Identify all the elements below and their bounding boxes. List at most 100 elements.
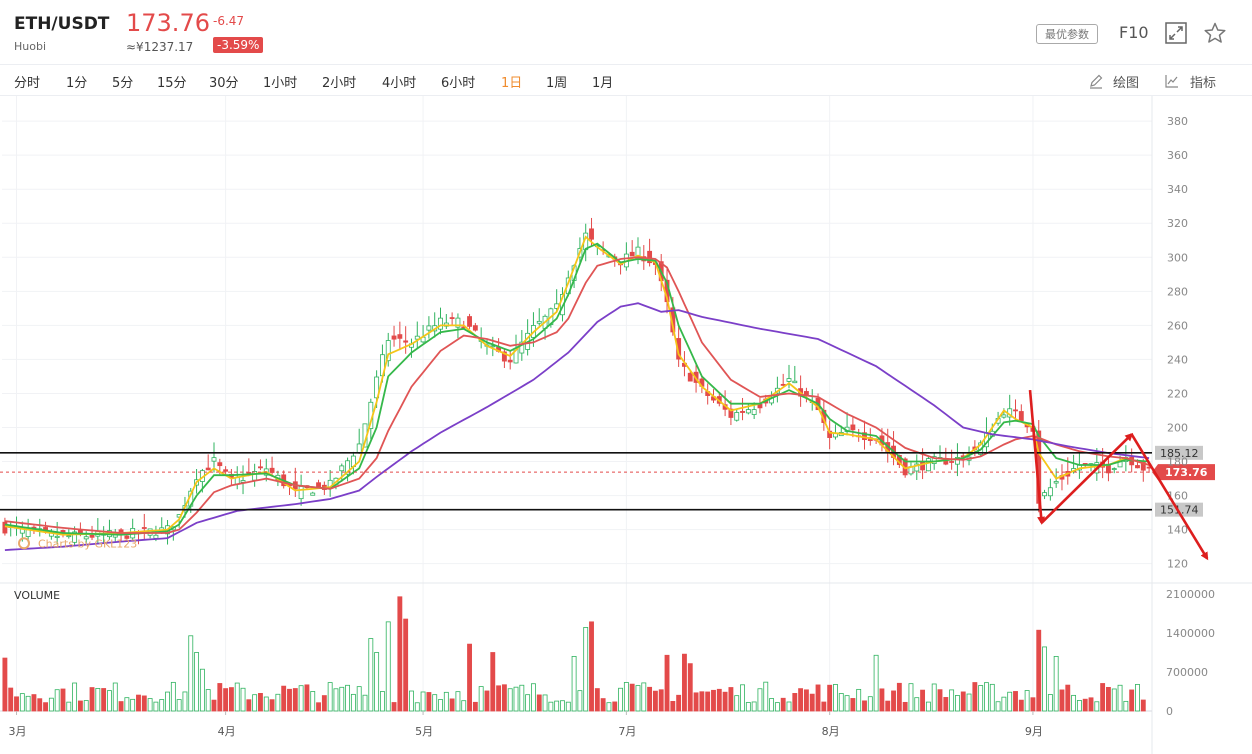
- volume-bar: [1018, 699, 1024, 712]
- period-1hour[interactable]: 1小时: [263, 76, 298, 91]
- volume-bar: [362, 694, 368, 712]
- y-tick-label: 140: [1167, 524, 1188, 537]
- indicator-icon[interactable]: [1164, 73, 1180, 89]
- volume-bar: [339, 686, 345, 712]
- volume-bar: [925, 701, 931, 712]
- candle-body: [1042, 492, 1047, 497]
- candle-body: [258, 466, 263, 469]
- y-tick-label: 360: [1167, 149, 1188, 162]
- volume-bar: [693, 692, 699, 712]
- period-2hour[interactable]: 2小时: [322, 76, 357, 91]
- pencil-icon[interactable]: [1088, 73, 1104, 89]
- volume-bar: [513, 686, 519, 712]
- volume-bar: [199, 668, 205, 712]
- volume-bar: [606, 702, 612, 712]
- candle-body: [211, 457, 217, 462]
- period-1min[interactable]: 1分: [66, 76, 88, 91]
- level-label-bg: [1155, 502, 1203, 517]
- candle-body: [740, 410, 745, 413]
- candle-body: [141, 527, 147, 529]
- volume-bar: [304, 684, 310, 712]
- volume-bar: [310, 691, 316, 712]
- volume-bar: [31, 694, 37, 712]
- period-6hour[interactable]: 6小时: [441, 76, 476, 91]
- volume-bar: [188, 635, 194, 712]
- volume-bar: [182, 691, 188, 712]
- volume-bar: [37, 698, 43, 712]
- volume-bar: [629, 683, 635, 712]
- volume-bar: [48, 697, 54, 712]
- candle-body: [850, 424, 856, 431]
- optimal-params-button[interactable]: 最优参数: [1036, 24, 1098, 44]
- volume-bar: [1076, 700, 1082, 712]
- candle-body: [397, 334, 403, 339]
- candle-body: [339, 465, 345, 472]
- y-tick-label: 180: [1167, 456, 1188, 469]
- volume-bar: [292, 688, 298, 712]
- volume-bar: [786, 701, 792, 712]
- volume-bar: [652, 690, 658, 712]
- kline-chart[interactable]: 185.12151.74173.763803603403203002802602…: [0, 96, 1252, 754]
- volume-bar: [583, 627, 589, 712]
- volume-bar: [368, 638, 374, 712]
- last-price-label: 173.76: [1165, 466, 1208, 479]
- volume-bar: [72, 682, 78, 712]
- volume-tick-label: 0: [1166, 705, 1173, 718]
- candle-body: [66, 535, 72, 538]
- period-15min[interactable]: 15分: [157, 76, 187, 91]
- volume-bar: [414, 702, 420, 712]
- volume-bar: [862, 700, 867, 712]
- volume-bar: [501, 684, 507, 712]
- volume-bar: [141, 695, 147, 712]
- f10-button[interactable]: F10: [1119, 23, 1149, 42]
- period-1month[interactable]: 1月: [592, 76, 614, 91]
- volume-bar: [1129, 689, 1135, 712]
- volume-bar: [19, 693, 25, 712]
- volume-bar: [519, 684, 525, 712]
- volume-bar: [867, 696, 873, 712]
- volume-bar: [507, 688, 513, 712]
- volume-bar: [25, 695, 31, 712]
- volume-tick-label: 700000: [1166, 666, 1208, 679]
- x-tick-label: 4月: [218, 725, 236, 738]
- x-tick-label: 3月: [9, 725, 27, 738]
- volume-bar: [1088, 697, 1094, 712]
- last-price-tag: [1152, 464, 1215, 481]
- period-timeshare[interactable]: 分时: [14, 76, 41, 91]
- volume-bar: [902, 701, 908, 712]
- indicator-button[interactable]: 指标: [1190, 76, 1217, 91]
- period-5min[interactable]: 5分: [112, 76, 134, 91]
- volume-bar: [699, 691, 705, 712]
- candle-body: [728, 408, 734, 418]
- x-tick-label: 5月: [415, 725, 433, 738]
- volume-bar: [954, 695, 960, 712]
- volume-bar: [873, 654, 879, 712]
- trend-arrow: [1040, 432, 1134, 524]
- volume-bar: [124, 697, 130, 712]
- volume-bar: [647, 686, 653, 712]
- candle-body: [1111, 468, 1117, 470]
- draw-tool-button[interactable]: 绘图: [1113, 76, 1140, 91]
- volume-bar: [623, 682, 629, 712]
- volume-bar: [577, 690, 583, 712]
- candle-body: [2, 521, 8, 534]
- candle-body: [449, 317, 455, 319]
- trend-arrows: [1028, 389, 1209, 561]
- favorite-star-icon[interactable]: [1203, 21, 1227, 45]
- volume-bar: [379, 691, 385, 712]
- period-1week[interactable]: 1周: [546, 76, 568, 91]
- fullscreen-icon[interactable]: [1165, 22, 1187, 44]
- x-tick-label: 9月: [1025, 725, 1043, 738]
- volume-bar: [223, 688, 229, 712]
- period-4hour[interactable]: 4小时: [382, 76, 417, 91]
- volume-bar: [409, 690, 414, 712]
- y-tick-label: 380: [1167, 115, 1188, 128]
- volume-bar: [449, 698, 455, 712]
- period-1day[interactable]: 1日: [501, 76, 523, 91]
- volume-bar: [618, 687, 623, 712]
- volume-bar: [403, 618, 409, 712]
- volume-bar: [542, 694, 548, 712]
- period-30min[interactable]: 30分: [209, 76, 239, 91]
- volume-bar: [891, 690, 896, 712]
- volume-bar: [1024, 690, 1030, 712]
